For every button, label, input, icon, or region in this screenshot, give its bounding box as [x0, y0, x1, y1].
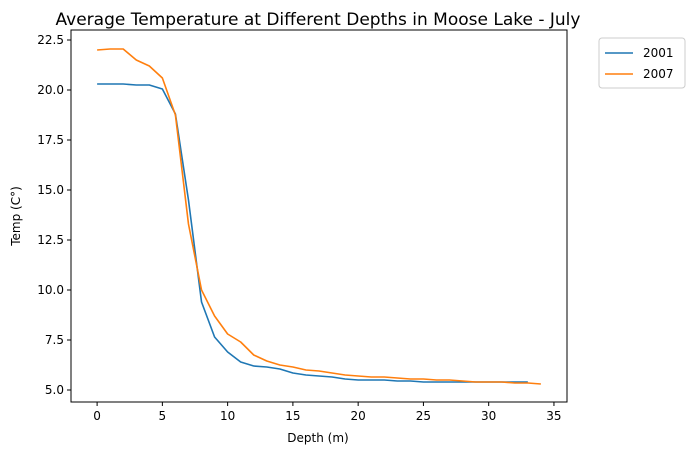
- y-axis-label: Temp (C°): [9, 186, 23, 247]
- x-tick-label: 30: [481, 409, 496, 423]
- y-tick-label: 20.0: [37, 83, 64, 97]
- x-tick-label: 25: [416, 409, 431, 423]
- y-axis: 5.0 7.5 10.0 12.5 15.0 17.5 20.0 22.5: [37, 33, 71, 397]
- x-tick-label: 15: [285, 409, 300, 423]
- y-tick-label: 10.0: [37, 283, 64, 297]
- plot-frame: [70, 29, 568, 403]
- y-tick-label: 15.0: [37, 183, 64, 197]
- x-tick-label: 20: [351, 409, 366, 423]
- y-tick-label: 22.5: [37, 33, 64, 47]
- legend-label-2001: 2001: [643, 46, 674, 60]
- y-tick-label: 7.5: [45, 333, 64, 347]
- x-axis: 0 5 10 15 20 25 30 35: [93, 402, 562, 423]
- plot-area: [97, 48, 541, 385]
- series-line-2007: [97, 48, 541, 385]
- x-axis-label: Depth (m): [287, 431, 348, 445]
- x-tick-label: 35: [546, 409, 561, 423]
- y-tick-label: 17.5: [37, 133, 64, 147]
- series-line-2001: [97, 83, 528, 383]
- legend-box: [598, 37, 686, 89]
- y-tick-label: 12.5: [37, 233, 64, 247]
- legend: 2001 2007: [598, 37, 686, 89]
- x-tick-label: 0: [93, 409, 101, 423]
- x-tick-label: 10: [220, 409, 235, 423]
- y-tick-label: 5.0: [45, 383, 64, 397]
- legend-label-2007: 2007: [643, 67, 674, 81]
- chart-title: Average Temperature at Different Depths …: [56, 10, 581, 30]
- x-tick-label: 5: [159, 409, 167, 423]
